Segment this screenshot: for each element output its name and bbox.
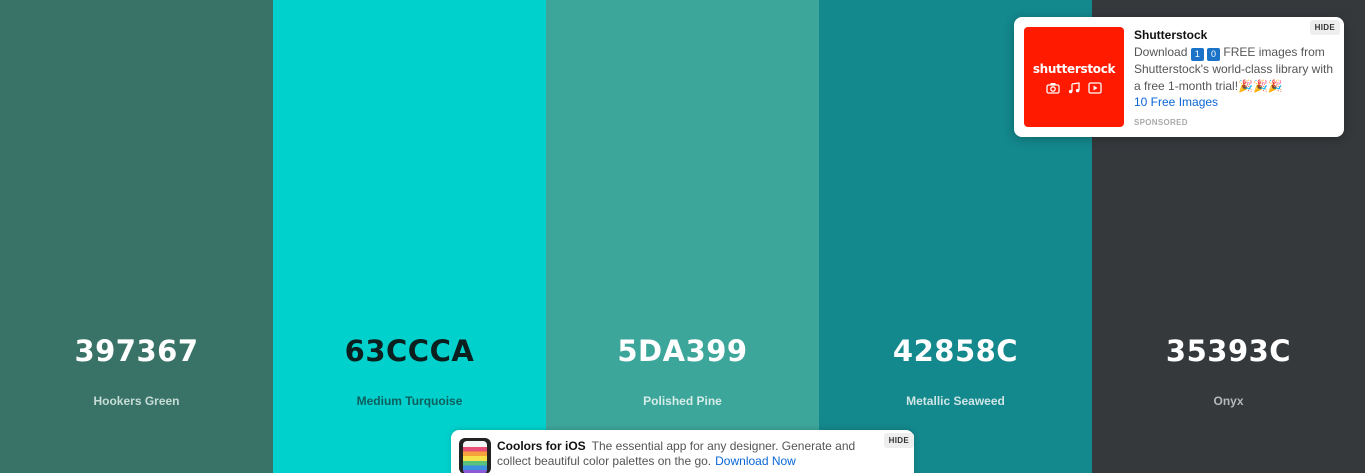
party-popper-emoji: 🎉🎉🎉 xyxy=(1238,79,1283,93)
ad-title[interactable]: Shutterstock xyxy=(1134,28,1208,42)
color-swatch[interactable]: 397367 Hookers Green xyxy=(0,0,273,473)
ad-cta-link[interactable]: 10 Free Images xyxy=(1134,95,1219,109)
coolors-app-icon xyxy=(459,438,491,473)
shutterstock-logo[interactable]: shutterstock xyxy=(1024,27,1124,127)
ad-body: Download 1 0 FREE images from Shuttersto… xyxy=(1134,44,1339,95)
swatch-hex-code[interactable]: 397367 xyxy=(74,334,199,368)
digit-badge-2: 0 xyxy=(1207,48,1221,61)
download-now-link[interactable]: Download Now xyxy=(715,454,796,468)
media-icons xyxy=(1024,81,1124,94)
color-swatch[interactable]: 63CCCA Medium Turquoise xyxy=(273,0,546,473)
camera-icon xyxy=(1046,81,1060,94)
sponsored-label: SPONSORED xyxy=(1134,118,1188,127)
swatch-color-name[interactable]: Polished Pine xyxy=(643,394,722,408)
play-icon xyxy=(1088,81,1102,94)
ios-promo-title: Coolors for iOS xyxy=(497,439,586,453)
sponsored-ad-card[interactable]: shutterstock Shutterstock Download 1 0 F… xyxy=(1014,17,1344,137)
swatch-color-name[interactable]: Metallic Seaweed xyxy=(906,394,1005,408)
ios-promo-description: The essential app for any designer. Gene… xyxy=(497,439,856,468)
digit-badge-1: 1 xyxy=(1190,48,1204,61)
swatch-hex-code[interactable]: 5DA399 xyxy=(617,334,748,368)
swatch-hex-code[interactable]: 35393C xyxy=(1165,334,1292,368)
swatch-color-name[interactable]: Onyx xyxy=(1213,394,1244,408)
hide-ios-promo-button[interactable]: HIDE xyxy=(883,433,914,448)
ad-body-suffix: FREE images from Shutterstock's world-cl… xyxy=(1134,45,1334,93)
ad-body-prefix: Download xyxy=(1134,45,1188,59)
swatch-color-name[interactable]: Hookers Green xyxy=(93,394,180,408)
swatch-color-name[interactable]: Medium Turquoise xyxy=(356,394,463,408)
hide-ad-button[interactable]: HIDE xyxy=(1309,20,1340,35)
ios-promo-text: Coolors for iOS The essential app for any… xyxy=(497,439,867,469)
ios-promo-bar[interactable]: Coolors for iOS The essential app for any… xyxy=(451,430,914,473)
color-swatch[interactable]: 5DA399 Polished Pine xyxy=(546,0,819,473)
swatch-hex-code[interactable]: 63CCCA xyxy=(344,334,475,368)
swatch-hex-code[interactable]: 42858C xyxy=(892,334,1019,368)
music-note-icon xyxy=(1067,81,1081,94)
shutterstock-logo-text: shutterstock xyxy=(1032,62,1116,76)
